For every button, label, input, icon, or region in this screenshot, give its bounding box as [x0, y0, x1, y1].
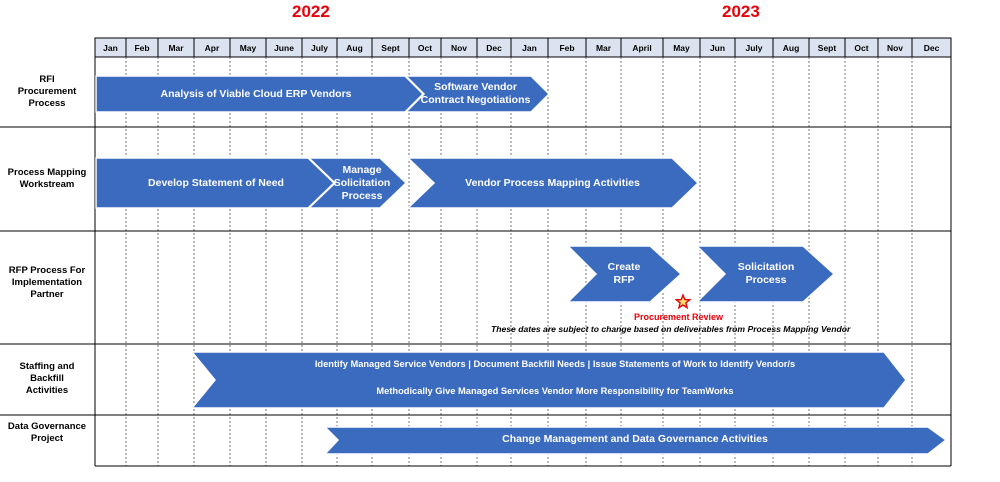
disclaimer-note: These dates are subject to change based … [491, 324, 851, 334]
month-label: Oct [854, 43, 868, 53]
year-2022: 2022 [292, 2, 330, 21]
month-label: Sept [818, 43, 837, 53]
bar-label-staffing-line2: Methodically Give Managed Services Vendo… [376, 385, 734, 396]
bar-label-analysis: Analysis of Viable Cloud ERP Vendors [160, 87, 352, 100]
year-2023: 2023 [722, 2, 760, 21]
bar-label-create-rfp: Create RFP [607, 261, 641, 286]
row-label-staffing: Staffing and Backfill Activities [19, 361, 75, 396]
bar-contract [404, 75, 551, 113]
month-label: Oct [418, 43, 432, 53]
month-label: May [240, 43, 257, 53]
row-label-rfi: RFI Procurement Process [17, 74, 77, 109]
row-label-data-governance: Data Governance Project [7, 421, 87, 444]
bar-label-manage-solicitation: Manage Solicitation Process [333, 163, 391, 202]
row-label-rfp: RFP Process For Implementation Partner [8, 265, 86, 300]
month-label: Feb [134, 43, 149, 53]
bar-label-vendor-mapping: Vendor Process Mapping Activities [465, 176, 640, 189]
month-label: Jun [710, 43, 725, 53]
bar-label-data-governance: Change Management and Data Governance Ac… [502, 432, 768, 445]
bar-solicitation [695, 245, 836, 303]
month-label: Jan [103, 43, 118, 53]
bar-data-governance [323, 426, 948, 455]
month-label: Jan [522, 43, 537, 53]
month-label: Aug [346, 43, 363, 53]
month-label: Dec [924, 43, 940, 53]
bar-create-rfp [566, 245, 683, 303]
bar-staffing [190, 351, 907, 409]
bar-label-contract: Software Vendor Contract Negotiations [420, 81, 531, 106]
bar-manage-solicitation [307, 157, 408, 209]
bar-label-staffing-line1: Identify Managed Service Vendors | Docum… [314, 358, 796, 369]
month-label: Nov [451, 43, 467, 53]
month-label: Mar [168, 43, 184, 53]
month-label: July [745, 43, 762, 53]
month-label: April [632, 43, 651, 53]
month-label: Aug [783, 43, 800, 53]
month-label: Mar [596, 43, 612, 53]
bar-label-solicitation: Solicitation Process [737, 261, 795, 286]
month-label: Dec [486, 43, 502, 53]
procurement-review-label: Procurement Review [634, 312, 724, 322]
month-label: Sept [381, 43, 400, 53]
bar-label-statement: Develop Statement of Need [148, 176, 284, 189]
month-label: Feb [559, 43, 574, 53]
month-label: Apr [205, 43, 220, 53]
row-label-process-mapping: Process Mapping Workstream [7, 167, 87, 190]
month-label: Nov [887, 43, 903, 53]
star-icon [674, 293, 692, 310]
bar-vendor-mapping [406, 157, 700, 209]
month-label: July [311, 43, 328, 53]
month-label: June [274, 43, 294, 53]
month-label: May [673, 43, 690, 53]
